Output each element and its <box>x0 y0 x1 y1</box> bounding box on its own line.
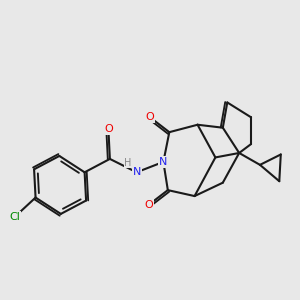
Text: H: H <box>124 158 131 168</box>
Text: N: N <box>159 157 168 167</box>
Text: O: O <box>104 124 113 134</box>
Text: N: N <box>132 167 141 177</box>
Text: Cl: Cl <box>9 212 20 222</box>
Text: O: O <box>146 112 154 122</box>
Text: O: O <box>144 200 153 210</box>
